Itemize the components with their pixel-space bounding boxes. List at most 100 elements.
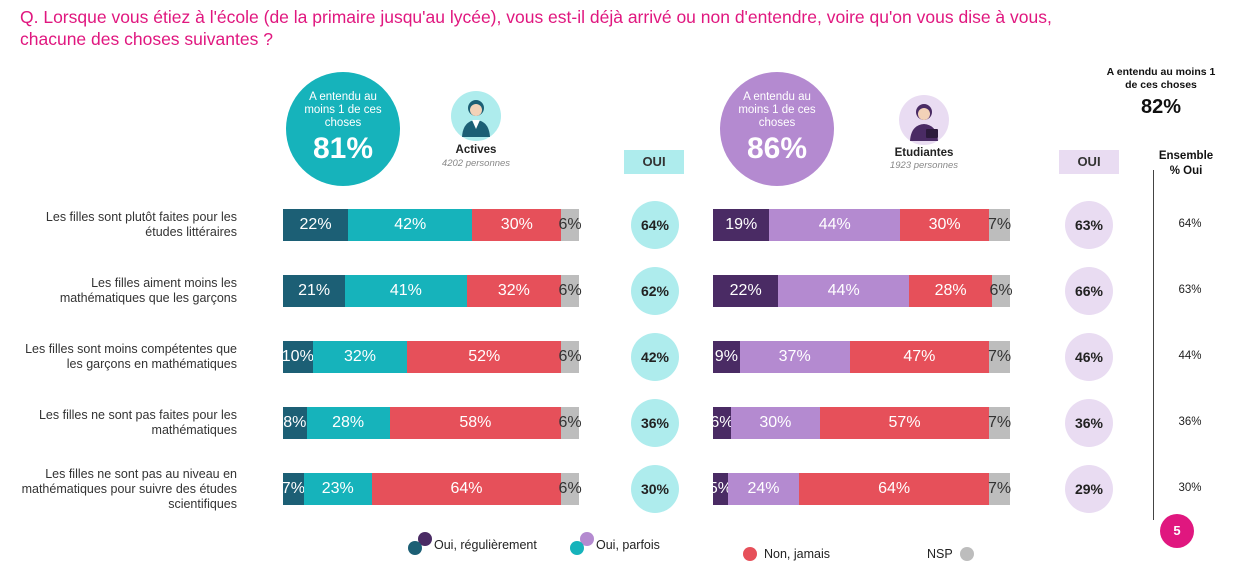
actives-stacked-bar: 22% 42% 30% 6% <box>283 209 582 241</box>
etudiantes-bar-segment-jamais: 57% <box>819 407 990 439</box>
actives-bar-value-label: 30% <box>500 216 533 233</box>
actives-bar-segment-regulierement: 22% <box>283 209 349 241</box>
etudiantes-bar-value-label: 44% <box>827 282 860 299</box>
actives-bar-segment-parfois: 41% <box>345 275 467 307</box>
ensemble-oui-value: 36% <box>1178 416 1202 428</box>
actives-bar-value-label: 42% <box>394 216 427 233</box>
ensemble-oui-value: 64% <box>1178 218 1202 230</box>
etudiantes-stacked-bar: 9% 37% 47% 7% <box>713 341 1011 373</box>
woman-professional-icon <box>451 91 501 141</box>
ensemble-oui-value: 63% <box>1178 284 1202 296</box>
actives-bar-segment-parfois: 42% <box>348 209 473 241</box>
actives-bar-segment-jamais: 64% <box>371 473 562 505</box>
etudiantes-stacked-bar: 5% 24% 64% 7% <box>709 473 1012 505</box>
actives-bar-value-label: 10% <box>281 348 314 365</box>
actives-bar-value-label: 58% <box>459 414 492 431</box>
actives-bar-segment-nsp: 6% <box>558 473 582 505</box>
legend-swatch-parfois-etudiantes <box>580 532 594 546</box>
etudiantes-summary-pct: 86% <box>746 132 808 165</box>
etudiantes-bar-value-label: 19% <box>725 216 758 233</box>
etudiantes-bar-segment-nsp: 7% <box>988 341 1011 373</box>
actives-summary-label: A entendu au moins 1 de ces choses <box>304 91 382 129</box>
etudiantes-bar-segment-parfois: 24% <box>727 473 800 505</box>
ensemble-oui-value: 30% <box>1178 482 1202 494</box>
ensemble-oui-value: 44% <box>1178 350 1202 362</box>
actives-bar-segment-nsp: 6% <box>559 407 582 439</box>
actives-group-name: Actives <box>455 144 497 156</box>
etudiantes-bar-segment-parfois: 37% <box>739 341 850 373</box>
etudiantes-bar-segment-parfois: 30% <box>730 407 820 439</box>
actives-bar-segment-parfois: 32% <box>312 341 408 373</box>
actives-oui-header: OUI <box>624 150 684 174</box>
etudiantes-bar-value-label: 44% <box>818 216 851 233</box>
actives-bar-segment-regulierement: 21% <box>283 275 346 307</box>
actives-bar-segment-regulierement: 7% <box>281 473 305 505</box>
etudiantes-bar-segment-jamais: 64% <box>799 473 990 505</box>
etudiantes-bar-segment-nsp: 7% <box>988 209 1011 241</box>
etudiantes-bar-value-label: 9% <box>714 348 738 365</box>
actives-stacked-bar: 21% 41% 32% 6% <box>283 275 582 307</box>
etudiantes-bar-segment-regulierement: 9% <box>713 341 740 373</box>
legend-swatch-nsp <box>959 547 974 561</box>
actives-oui-circle: 42% <box>631 333 679 381</box>
legend-item-parfois: Oui, parfois <box>570 532 660 555</box>
actives-bar-value-label: 7% <box>281 480 305 497</box>
etudiantes-group-name: Etudiantes <box>894 147 954 159</box>
actives-oui-circle: 30% <box>631 465 679 513</box>
etudiantes-bar-segment-regulierement: 22% <box>713 275 779 307</box>
ensemble-top-label: A entendu au moins 1 de ces choses <box>1106 66 1216 91</box>
etudiantes-bar-segment-jamais: 28% <box>909 275 993 307</box>
actives-group-count: 4202 personnes <box>441 158 511 169</box>
etudiantes-oui-header: OUI <box>1059 150 1119 174</box>
legend-label-parfois: Oui, parfois <box>596 538 660 552</box>
actives-bar-value-label: 32% <box>343 348 376 365</box>
etudiantes-bar-segment-regulierement: 19% <box>713 209 770 241</box>
etudiantes-bar-value-label: 5% <box>708 480 732 497</box>
actives-stacked-bar: 7% 23% 64% 6% <box>281 473 582 505</box>
actives-bar-segment-nsp: 6% <box>558 275 582 307</box>
actives-stacked-bar: 10% 32% 52% 6% <box>281 341 582 373</box>
row-label: Les filles ne sont pas faites pour les m… <box>38 408 237 437</box>
etudiantes-oui-circle: 46% <box>1065 333 1113 381</box>
actives-bar-segment-jamais: 58% <box>389 407 562 439</box>
etudiantes-stacked-bar: 22% 44% 28% 6% <box>713 275 1013 307</box>
actives-summary-pct: 81% <box>312 132 374 165</box>
ensemble-header: Ensemble % Oui <box>1158 150 1214 177</box>
etudiantes-bar-value-label: 30% <box>928 216 961 233</box>
actives-bar-value-label: 21% <box>298 282 331 299</box>
actives-stacked-bar: 8% 28% 58% 6% <box>283 407 582 439</box>
actives-bar-value-label: 64% <box>450 480 483 497</box>
actives-oui-circle: 36% <box>631 399 679 447</box>
actives-bar-segment-nsp: 6% <box>559 209 582 241</box>
etudiantes-bar-segment-jamais: 30% <box>900 209 990 241</box>
question-text: Q. Lorsque vous étiez à l'école (de la p… <box>20 7 1052 49</box>
actives-bar-value-label: 52% <box>468 348 501 365</box>
actives-bar-segment-parfois: 23% <box>303 473 372 505</box>
actives-summary-circle: A entendu au moins 1 de ces choses 81% <box>286 72 400 186</box>
etudiantes-summary-label: A entendu au moins 1 de ces choses <box>738 91 816 129</box>
legend-item-nsp: NSP <box>927 547 974 561</box>
etudiantes-bar-segment-nsp: 7% <box>988 407 1011 439</box>
etudiantes-bar-segment-jamais: 47% <box>849 341 990 373</box>
actives-bar-segment-regulierement: 10% <box>281 341 314 373</box>
actives-bar-value-label: 6% <box>558 282 582 299</box>
legend-label-regulierement: Oui, régulièrement <box>434 538 537 552</box>
page-number-badge: 5 <box>1160 514 1194 548</box>
row-label: Les filles aiment moins les mathématique… <box>59 276 237 305</box>
etudiantes-bar-value-label: 28% <box>934 282 967 299</box>
etudiantes-stacked-bar: 19% 44% 30% 7% <box>713 209 1011 241</box>
actives-bar-value-label: 23% <box>321 480 354 497</box>
ensemble-divider <box>1153 170 1154 520</box>
etudiantes-bar-segment-regulierement: 6% <box>710 407 733 439</box>
legend-swatch-parfois-actives <box>570 541 584 555</box>
etudiantes-bar-value-label: 64% <box>878 480 911 497</box>
etudiantes-bar-value-label: 7% <box>988 480 1012 497</box>
etudiantes-bar-value-label: 47% <box>903 348 936 365</box>
actives-bar-value-label: 8% <box>283 414 307 431</box>
etudiantes-stacked-bar: 6% 30% 57% 7% <box>710 407 1011 439</box>
ensemble-top-pct: 82% <box>1140 96 1182 118</box>
row-label: Les filles sont plutôt faites pour les é… <box>45 210 237 239</box>
row-label: Les filles ne sont pas au niveau en math… <box>21 466 237 511</box>
etudiantes-bar-value-label: 22% <box>729 282 762 299</box>
actives-bar-value-label: 6% <box>558 480 582 497</box>
